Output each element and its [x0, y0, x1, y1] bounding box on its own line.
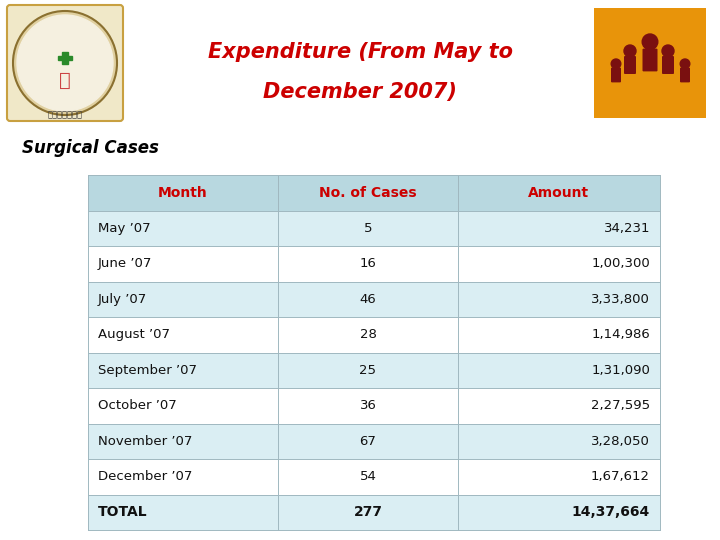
Bar — [278, 388, 458, 423]
Text: 5: 5 — [364, 222, 372, 235]
FancyBboxPatch shape — [7, 5, 123, 121]
Text: 36: 36 — [359, 399, 377, 412]
Circle shape — [13, 11, 117, 115]
Bar — [458, 246, 660, 281]
Text: 25: 25 — [359, 364, 377, 377]
Bar — [458, 175, 660, 211]
Bar — [278, 211, 458, 246]
Text: 3,28,050: 3,28,050 — [591, 435, 650, 448]
FancyBboxPatch shape — [611, 68, 621, 83]
Text: 34,231: 34,231 — [603, 222, 650, 235]
Text: July ’07: July ’07 — [98, 293, 148, 306]
Bar — [278, 246, 458, 281]
Circle shape — [611, 59, 621, 69]
Text: 1,31,090: 1,31,090 — [591, 364, 650, 377]
Bar — [458, 495, 660, 530]
Bar — [458, 423, 660, 459]
FancyBboxPatch shape — [624, 56, 636, 74]
Text: 1,00,300: 1,00,300 — [591, 257, 650, 270]
Bar — [88, 459, 278, 495]
Text: Surgical Cases: Surgical Cases — [22, 139, 159, 157]
Text: 54: 54 — [359, 470, 377, 483]
FancyBboxPatch shape — [642, 49, 657, 71]
Text: 16: 16 — [359, 257, 377, 270]
Text: November ’07: November ’07 — [98, 435, 192, 448]
Bar — [458, 281, 660, 317]
Bar — [58, 56, 72, 60]
Text: No. of Cases: No. of Cases — [319, 186, 417, 200]
Bar — [278, 175, 458, 211]
Bar — [278, 423, 458, 459]
FancyBboxPatch shape — [594, 8, 706, 118]
Text: 277: 277 — [354, 505, 382, 519]
Bar — [278, 353, 458, 388]
Bar — [278, 495, 458, 530]
Bar — [278, 459, 458, 495]
Text: June ’07: June ’07 — [98, 257, 153, 270]
Bar — [88, 317, 278, 353]
Bar — [88, 211, 278, 246]
Bar — [88, 495, 278, 530]
Text: 14,37,664: 14,37,664 — [572, 505, 650, 519]
Text: 46: 46 — [359, 293, 377, 306]
Text: సంజీవని: సంజీవని — [48, 111, 83, 119]
Bar — [458, 317, 660, 353]
Text: Expenditure (From May to: Expenditure (From May to — [207, 42, 513, 62]
Bar — [458, 459, 660, 495]
FancyBboxPatch shape — [662, 56, 674, 74]
Circle shape — [662, 45, 674, 57]
Bar — [88, 281, 278, 317]
Bar — [458, 211, 660, 246]
Circle shape — [680, 59, 690, 69]
Bar — [458, 388, 660, 423]
Text: 1,14,986: 1,14,986 — [591, 328, 650, 341]
Bar — [88, 388, 278, 423]
Bar — [62, 52, 68, 64]
Text: Amount: Amount — [528, 186, 590, 200]
Text: Month: Month — [158, 186, 208, 200]
Text: May ’07: May ’07 — [98, 222, 150, 235]
Bar — [88, 423, 278, 459]
Text: TOTAL: TOTAL — [98, 505, 148, 519]
Text: 🙌: 🙌 — [59, 71, 71, 90]
Text: 3,33,800: 3,33,800 — [591, 293, 650, 306]
Bar — [88, 246, 278, 281]
Bar — [458, 353, 660, 388]
Text: 2,27,595: 2,27,595 — [591, 399, 650, 412]
Text: December ’07: December ’07 — [98, 470, 192, 483]
Bar — [278, 281, 458, 317]
Text: September ’07: September ’07 — [98, 364, 197, 377]
Text: December 2007): December 2007) — [263, 82, 457, 102]
Bar — [278, 317, 458, 353]
Bar — [88, 353, 278, 388]
Circle shape — [17, 15, 113, 111]
Bar — [88, 175, 278, 211]
Text: August ’07: August ’07 — [98, 328, 170, 341]
Text: October ’07: October ’07 — [98, 399, 176, 412]
Text: 67: 67 — [359, 435, 377, 448]
Text: 1,67,612: 1,67,612 — [591, 470, 650, 483]
Circle shape — [624, 45, 636, 57]
Text: 28: 28 — [359, 328, 377, 341]
Circle shape — [642, 34, 658, 50]
FancyBboxPatch shape — [680, 68, 690, 83]
